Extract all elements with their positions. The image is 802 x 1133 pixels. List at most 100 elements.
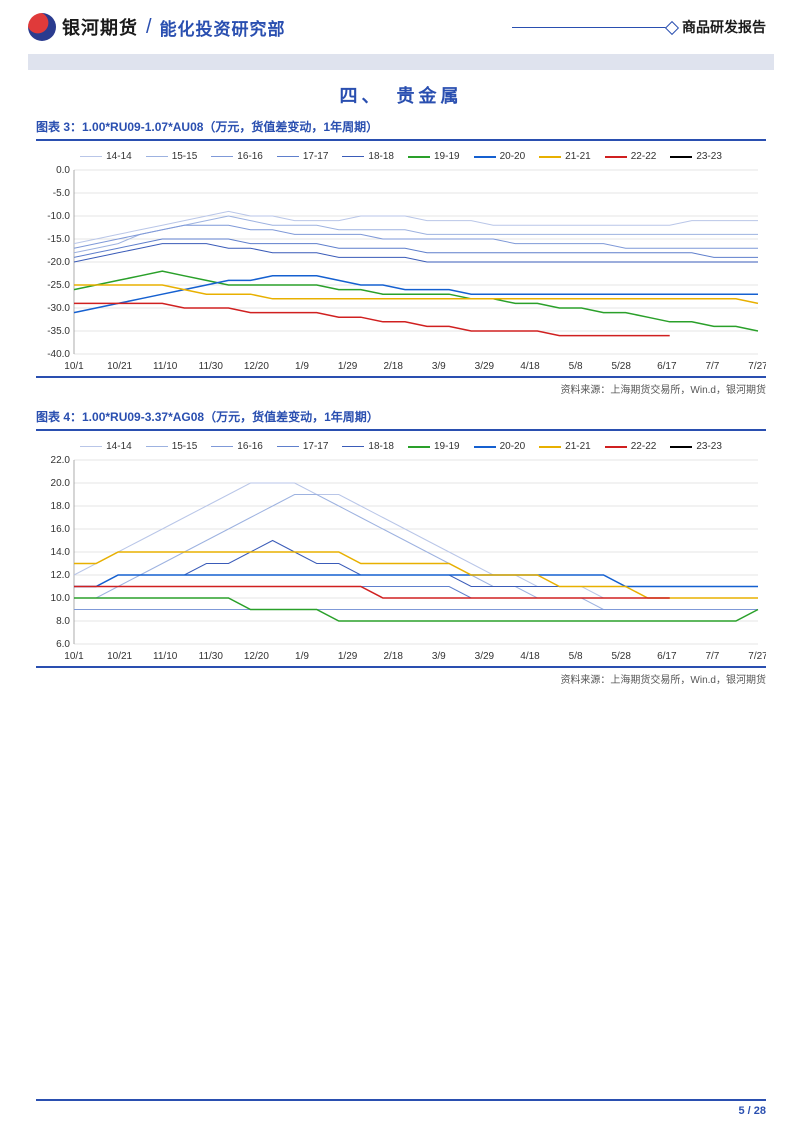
footer-line: [36, 1099, 766, 1101]
chart-4-source: 资料来源：上海期货交易所，Win.d，银河期货: [36, 666, 766, 686]
svg-text:1/29: 1/29: [338, 361, 358, 372]
legend-item: 14-14: [80, 151, 132, 162]
chart-4-svg: 6.0 8.0 10.0 12.0 14.0 16.0 18.0 20.0 22.0 10/1 10…: [36, 454, 766, 664]
series-17-17: [74, 587, 758, 599]
series-14-14: [74, 483, 758, 598]
svg-text:1/9: 1/9: [295, 651, 309, 662]
svg-text:7/7: 7/7: [705, 651, 719, 662]
svg-text:12/20: 12/20: [244, 361, 269, 372]
svg-text:-15.0: -15.0: [47, 234, 70, 245]
company-name: 银河期货: [62, 14, 138, 40]
svg-text:4/18: 4/18: [520, 651, 540, 662]
chart-4-legend: 14-14 15-15 16-16 17-17 18-18 19-19 20-20 21-21…: [36, 437, 766, 454]
svg-text:-40.0: -40.0: [47, 349, 70, 360]
svg-text:18.0: 18.0: [51, 501, 71, 512]
svg-text:6.0: 6.0: [56, 639, 70, 650]
svg-text:7/27: 7/27: [748, 651, 766, 662]
svg-text:16.0: 16.0: [51, 524, 71, 535]
svg-text:11/30: 11/30: [199, 361, 224, 372]
section-title: 四、 贵金属: [0, 82, 802, 108]
page-number: 5 / 28: [36, 1105, 766, 1117]
series-15-15: [74, 216, 758, 253]
logo-icon: [28, 13, 56, 41]
svg-text:10/1: 10/1: [64, 361, 84, 372]
svg-text:10/21: 10/21: [107, 361, 132, 372]
svg-text:11/30: 11/30: [199, 651, 224, 662]
chart-3-legend: 14-14 15-15 16-16 17-17 18-18 19-19 20-20 21-21…: [36, 147, 766, 164]
legend-item: 20-20: [474, 441, 526, 452]
chart-3-caption: 图表 3：1.00*RU09-1.07*AU08（万元，货值差变动，1年周期）: [36, 118, 766, 141]
svg-text:10/1: 10/1: [64, 651, 84, 662]
report-label: 商品研发报告: [682, 17, 766, 37]
svg-text:6/17: 6/17: [657, 651, 677, 662]
legend-item: 23-23: [670, 151, 722, 162]
svg-text:20.0: 20.0: [51, 478, 71, 489]
svg-text:11/10: 11/10: [153, 651, 178, 662]
legend-item: 15-15: [146, 441, 198, 452]
divider-slash: /: [146, 16, 152, 39]
legend-item: 22-22: [605, 441, 657, 452]
svg-text:5/8: 5/8: [569, 361, 583, 372]
svg-text:-35.0: -35.0: [47, 326, 70, 337]
svg-text:11/10: 11/10: [153, 361, 178, 372]
legend-item: 18-18: [342, 441, 394, 452]
svg-text:-25.0: -25.0: [47, 280, 70, 291]
legend-item: 17-17: [277, 151, 329, 162]
legend-item: 20-20: [474, 151, 526, 162]
svg-text:-30.0: -30.0: [47, 303, 70, 314]
company-logo: 银河期货: [28, 13, 138, 41]
legend-item: 16-16: [211, 151, 263, 162]
svg-text:3/29: 3/29: [475, 361, 495, 372]
legend-item: 15-15: [146, 151, 198, 162]
svg-text:3/9: 3/9: [432, 361, 446, 372]
gray-band: [28, 54, 774, 70]
legend-item: 19-19: [408, 441, 460, 452]
svg-text:5/28: 5/28: [611, 651, 631, 662]
svg-text:-10.0: -10.0: [47, 211, 70, 222]
svg-text:7/27: 7/27: [748, 361, 766, 372]
legend-item: 16-16: [211, 441, 263, 452]
legend-item: 17-17: [277, 441, 329, 452]
svg-text:7/7: 7/7: [705, 361, 719, 372]
svg-text:12.0: 12.0: [51, 570, 71, 581]
chart-3-source: 资料来源：上海期货交易所，Win.d，银河期货: [36, 376, 766, 396]
page-footer: 5 / 28: [0, 1099, 802, 1117]
legend-item: 23-23: [670, 441, 722, 452]
svg-text:14.0: 14.0: [51, 547, 71, 558]
svg-text:10/21: 10/21: [107, 651, 132, 662]
svg-text:0.0: 0.0: [56, 165, 70, 176]
legend-item: 21-21: [539, 151, 591, 162]
department-name: 能化投资研究部: [160, 15, 286, 40]
svg-text:3/9: 3/9: [432, 651, 446, 662]
svg-text:-20.0: -20.0: [47, 257, 70, 268]
series-20-20: [74, 575, 758, 587]
series-16-16: [74, 225, 758, 248]
legend-item: 18-18: [342, 151, 394, 162]
svg-text:3/29: 3/29: [475, 651, 495, 662]
svg-text:8.0: 8.0: [56, 616, 70, 627]
svg-text:10.0: 10.0: [51, 593, 71, 604]
page-header: 银河期货 / 能化投资研究部 商品研发报告: [0, 0, 802, 54]
svg-text:22.0: 22.0: [51, 455, 71, 466]
svg-text:2/18: 2/18: [383, 651, 403, 662]
header-line: [512, 27, 672, 28]
svg-text:-5.0: -5.0: [53, 188, 71, 199]
chart-4-caption: 图表 4：1.00*RU09-3.37*AG08（万元，货值差变动，1年周期）: [36, 408, 766, 431]
chart-3-block: 图表 3：1.00*RU09-1.07*AU08（万元，货值差变动，1年周期） …: [36, 118, 766, 396]
svg-text:5/28: 5/28: [611, 361, 631, 372]
legend-item: 14-14: [80, 441, 132, 452]
chart-4-block: 图表 4：1.00*RU09-3.37*AG08（万元，货值差变动，1年周期） …: [36, 408, 766, 686]
svg-text:2/18: 2/18: [383, 361, 403, 372]
svg-text:4/18: 4/18: [520, 361, 540, 372]
svg-text:1/29: 1/29: [338, 651, 358, 662]
svg-text:6/17: 6/17: [657, 361, 677, 372]
legend-item: 19-19: [408, 151, 460, 162]
svg-text:1/9: 1/9: [295, 361, 309, 372]
series-19-19: [74, 271, 758, 331]
legend-item: 22-22: [605, 151, 657, 162]
series-22-22: [74, 587, 670, 599]
svg-text:5/8: 5/8: [569, 651, 583, 662]
legend-item: 21-21: [539, 441, 591, 452]
svg-text:12/20: 12/20: [244, 651, 269, 662]
chart-3-svg: -40.0 -35.0 -30.0 -25.0 -20.0 -15.0 -10.0 -5.0 0…: [36, 164, 766, 374]
